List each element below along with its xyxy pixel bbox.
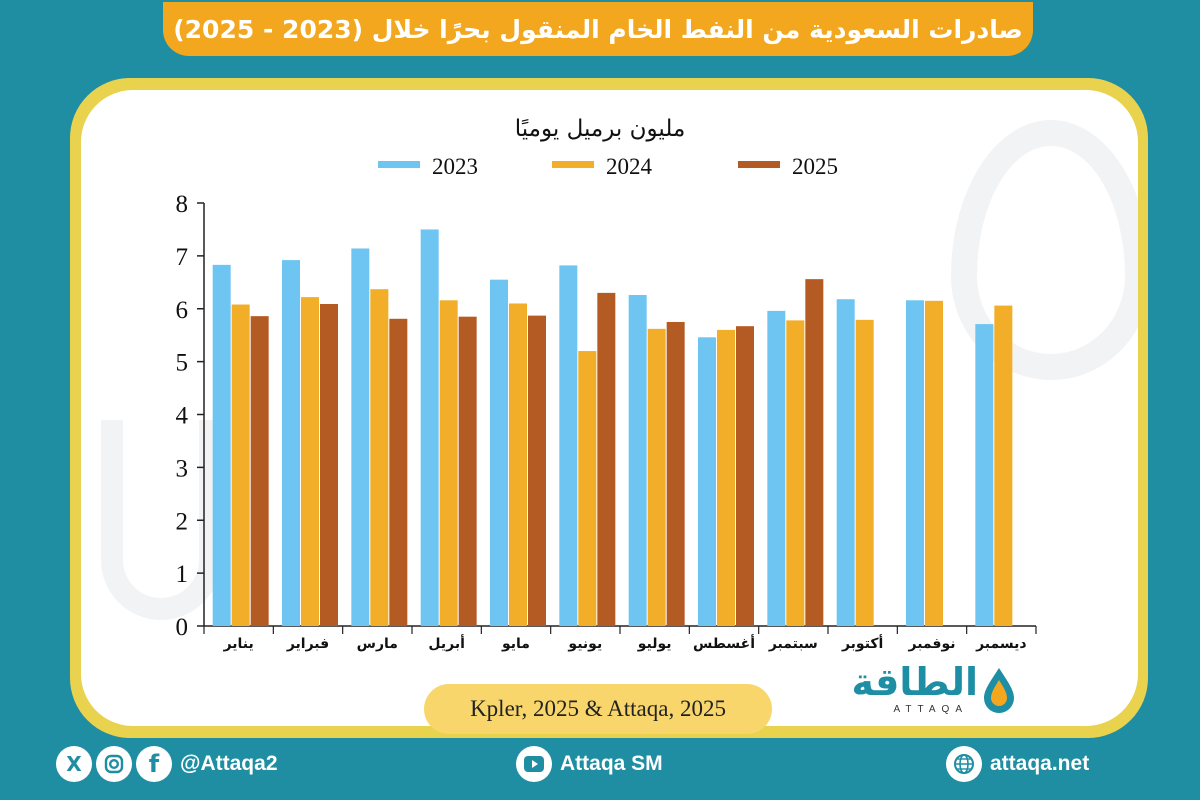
y-tick-label: 6 bbox=[176, 297, 189, 324]
bar-2024-10 bbox=[855, 319, 874, 626]
x-tick-label: مارس bbox=[357, 636, 398, 652]
x-tick-label: فبراير bbox=[286, 636, 329, 652]
bar-2025-3 bbox=[389, 318, 408, 626]
x-tick-label: يوليو bbox=[637, 636, 672, 652]
youtube-link[interactable]: Attaqa SM bbox=[516, 744, 663, 784]
x-tick-label: مايو bbox=[501, 636, 530, 652]
footer: X f @Attaqa2 Attaqa SM attaqa.net bbox=[0, 744, 1200, 784]
x-axis-labels: يناير فبراير مارس أبريل مايو يونيو يوليو أغسطس س… bbox=[223, 634, 1027, 652]
bar-2024-4 bbox=[439, 300, 458, 626]
y-tick-label: 0 bbox=[176, 614, 189, 641]
bar-2023-7 bbox=[628, 295, 647, 626]
bar-2024-9 bbox=[786, 320, 805, 626]
bar-2024-6 bbox=[578, 351, 597, 626]
bar-2025-4 bbox=[458, 316, 477, 626]
bar-2023-9 bbox=[767, 310, 786, 626]
bar-2025-2 bbox=[320, 303, 338, 626]
website-link[interactable]: attaqa.net bbox=[946, 744, 1089, 784]
logo-english-text: ATTAQA bbox=[893, 704, 968, 715]
logo-arabic-text: الطاقة bbox=[851, 660, 978, 704]
bar-2024-8 bbox=[717, 329, 735, 626]
bar-2023-11 bbox=[906, 300, 924, 626]
x-tick-label: أغسطس bbox=[693, 634, 755, 652]
x-tick-label: نوفمبر bbox=[907, 636, 955, 652]
social-links: X f @Attaqa2 bbox=[56, 744, 278, 784]
legend-swatch-2023 bbox=[378, 161, 420, 168]
x-tick-label: سبتمبر bbox=[768, 636, 818, 652]
bar-2023-10 bbox=[836, 299, 855, 626]
bar-2023-1 bbox=[212, 264, 231, 626]
chart-legend: 2023 2024 2025 bbox=[378, 154, 838, 179]
legend-swatch-2025 bbox=[738, 161, 780, 168]
facebook-icon[interactable]: f bbox=[136, 746, 172, 782]
x-tick-label: أبريل bbox=[428, 634, 465, 652]
bar-2025-1 bbox=[250, 316, 269, 626]
youtube-icon bbox=[516, 746, 552, 782]
legend-label-2024: 2024 bbox=[606, 154, 653, 179]
oil-drop-icon bbox=[984, 668, 1014, 713]
bar-2025-7 bbox=[666, 321, 685, 626]
x-icon[interactable]: X bbox=[56, 746, 92, 782]
bar-2023-2 bbox=[282, 260, 300, 626]
social-handle[interactable]: @Attaqa2 bbox=[180, 752, 278, 775]
bar-2024-11 bbox=[925, 300, 943, 626]
x-tick-label: يونيو bbox=[567, 636, 602, 652]
bar-2024-7 bbox=[647, 328, 666, 626]
bar-2024-5 bbox=[509, 303, 527, 626]
instagram-icon[interactable] bbox=[96, 746, 132, 782]
source-text: Kpler, 2025 & Attaqa, 2025 bbox=[470, 696, 726, 721]
x-tick-label: يناير bbox=[223, 636, 254, 652]
bar-2025-9 bbox=[805, 279, 824, 626]
legend-label-2023: 2023 bbox=[432, 154, 478, 179]
chart-axes: 0 1 2 3 4 5 6 7 8 bbox=[176, 191, 1037, 641]
attaqa-logo: الطاقة ATTAQA bbox=[838, 660, 1018, 722]
bar-2023-5 bbox=[490, 279, 508, 626]
bar-2024-1 bbox=[231, 304, 250, 626]
bar-2023-6 bbox=[559, 265, 578, 626]
y-tick-label: 5 bbox=[176, 350, 189, 377]
bar-2024-2 bbox=[301, 297, 319, 626]
youtube-channel: Attaqa SM bbox=[560, 752, 663, 775]
legend-label-2025: 2025 bbox=[792, 154, 838, 179]
x-tick-label: أكتوبر bbox=[841, 634, 883, 652]
chart-title: صادرات السعودية من النفط الخام المنقول ب… bbox=[173, 14, 1023, 44]
bar-2024-3 bbox=[370, 289, 389, 626]
chart-unit-label: مليون برميل يوميًا bbox=[515, 116, 686, 142]
globe-icon bbox=[946, 746, 982, 782]
bar-2023-8 bbox=[698, 337, 716, 626]
y-tick-label: 8 bbox=[176, 191, 189, 218]
bar-2023-4 bbox=[420, 229, 439, 626]
y-tick-label: 1 bbox=[176, 561, 189, 588]
y-tick-label: 4 bbox=[176, 403, 189, 430]
bar-2025-6 bbox=[597, 292, 616, 626]
legend-swatch-2024 bbox=[552, 161, 594, 168]
chart-title-banner: صادرات السعودية من النفط الخام المنقول ب… bbox=[163, 2, 1033, 56]
x-tick-label: ديسمبر bbox=[975, 636, 1027, 652]
bar-2025-5 bbox=[528, 315, 546, 626]
bar-2024-12 bbox=[994, 305, 1013, 626]
bar-2023-3 bbox=[351, 248, 370, 626]
y-tick-label: 2 bbox=[176, 508, 189, 535]
bar-2025-8 bbox=[736, 326, 754, 626]
y-tick-label: 7 bbox=[176, 244, 189, 271]
source-badge: Kpler, 2025 & Attaqa, 2025 bbox=[424, 684, 772, 734]
website-url: attaqa.net bbox=[990, 752, 1090, 775]
bar-2023-12 bbox=[975, 324, 994, 626]
y-tick-label: 3 bbox=[176, 455, 189, 482]
chart-bars bbox=[212, 229, 1013, 626]
